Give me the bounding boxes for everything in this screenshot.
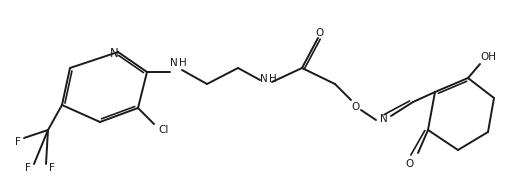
Text: N: N [260, 74, 268, 84]
Text: Cl: Cl [159, 125, 169, 135]
Text: F: F [25, 163, 31, 173]
Text: O: O [316, 28, 324, 38]
Text: F: F [15, 137, 21, 147]
Text: H: H [269, 74, 277, 84]
Text: O: O [352, 102, 360, 112]
Text: F: F [49, 163, 55, 173]
Text: N: N [380, 114, 388, 124]
Text: H: H [179, 58, 187, 68]
Text: N: N [170, 58, 178, 68]
Text: O: O [406, 159, 414, 169]
Text: N: N [110, 46, 118, 60]
Text: OH: OH [480, 52, 496, 62]
